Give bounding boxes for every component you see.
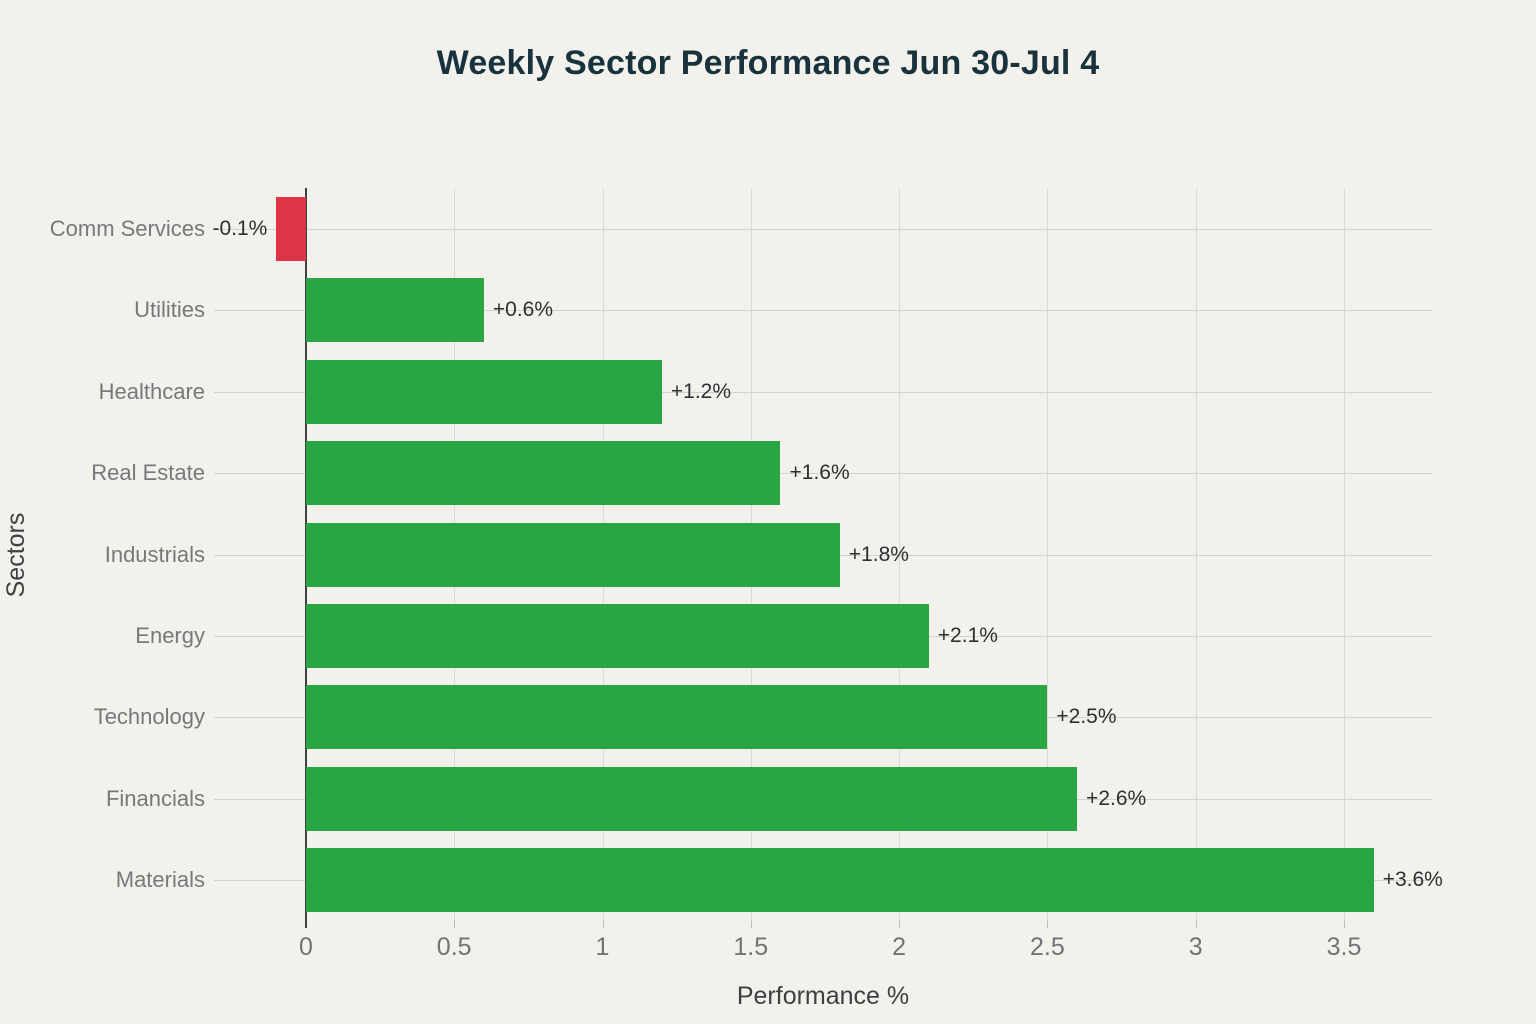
- x-tick-0: [304, 921, 307, 928]
- bar-healthcare: [305, 359, 662, 424]
- category-label-financials: Financials: [105, 785, 205, 811]
- x-tick-3.5: [1344, 921, 1345, 928]
- h-gridline-healthcare: [214, 391, 1432, 393]
- category-label-comm-services: Comm Services: [49, 215, 205, 241]
- bar-energy: [305, 603, 929, 668]
- category-label-technology: Technology: [93, 704, 205, 730]
- category-label-real-estate: Real Estate: [91, 460, 205, 486]
- category-label-industrials: Industrials: [104, 541, 205, 567]
- bar-real-estate: [305, 441, 781, 506]
- x-tick-3: [1195, 921, 1197, 928]
- bar-value-label-real-estate: +1.6%: [789, 461, 850, 485]
- bar-comm-services: [276, 196, 306, 261]
- bar-value-label-comm-services: -0.1%: [212, 216, 268, 240]
- x-tick-label-1.5: 1.5: [733, 933, 769, 961]
- x-tick-0.5: [454, 921, 456, 928]
- bar-value-label-technology: +2.5%: [1056, 705, 1117, 729]
- x-tick-1.5: [750, 921, 752, 928]
- chart-title: Weekly Sector Performance Jun 30-Jul 4: [436, 44, 1100, 82]
- category-label-healthcare: Healthcare: [98, 378, 205, 404]
- v-gridline-3: [1195, 188, 1197, 921]
- bar-technology: [305, 685, 1048, 750]
- h-gridline-comm-services: [214, 228, 1432, 230]
- x-axis-title: Performance %: [736, 982, 910, 1010]
- v-gridline-2.5: [1047, 188, 1049, 921]
- x-tick-label-0.5: 0.5: [436, 933, 472, 961]
- bar-value-label-financials: +2.6%: [1086, 786, 1147, 810]
- x-tick-1: [602, 921, 604, 928]
- bar-value-label-materials: +3.6%: [1382, 868, 1443, 892]
- v-gridline-2: [899, 188, 901, 921]
- x-tick-label-3: 3: [1188, 933, 1203, 961]
- category-label-utilities: Utilities: [134, 297, 205, 323]
- x-tick-2: [899, 921, 901, 928]
- bar-value-label-industrials: +1.8%: [848, 542, 909, 566]
- bar-industrials: [305, 522, 840, 587]
- bar-value-label-energy: +2.1%: [937, 623, 998, 647]
- x-tick-label-0: 0: [298, 933, 313, 961]
- x-tick-label-3.5: 3.5: [1326, 933, 1362, 961]
- x-tick-label-2.5: 2.5: [1030, 933, 1065, 961]
- plot-area: -0.1% +0.6% +1.2% +1.6% +1.8% +2.1% +2.5% +2.6%…: [212, 188, 1443, 921]
- bar-materials: [305, 848, 1374, 913]
- bar-financials: [305, 766, 1078, 831]
- h-gridline-utilities: [214, 310, 1432, 312]
- h-gridline-real-estate: [214, 473, 1432, 475]
- x-tick-label-2: 2: [892, 933, 907, 961]
- bar-utilities: [305, 278, 484, 343]
- x-tick-2.5: [1047, 921, 1049, 928]
- bar-value-label-utilities: +0.6%: [492, 298, 554, 322]
- x-tick-label-1: 1: [595, 933, 610, 961]
- category-label-materials: Materials: [115, 867, 205, 893]
- bar-value-label-healthcare: +1.2%: [670, 379, 732, 403]
- v-gridline-3.5: [1344, 188, 1345, 921]
- category-label-energy: Energy: [135, 622, 205, 648]
